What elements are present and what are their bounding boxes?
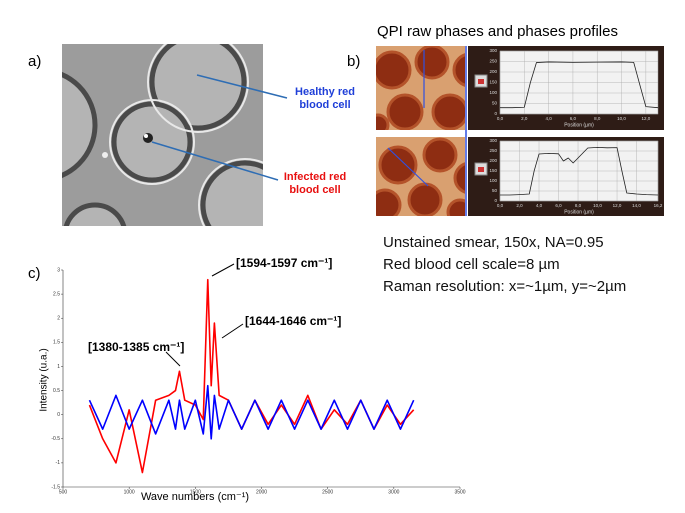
x-tick-label: 8,0 bbox=[575, 203, 582, 208]
micrograph bbox=[62, 44, 263, 226]
x-tick-label: 10,0 bbox=[617, 116, 626, 121]
y-tick-label: 1 bbox=[57, 364, 60, 370]
y-tick-label: 250 bbox=[489, 59, 497, 64]
x-tick-label: 2500 bbox=[322, 489, 333, 495]
y-tick-label: 2 bbox=[57, 316, 60, 322]
qpi-image bbox=[376, 46, 465, 130]
x-tick-label: 16,2 bbox=[654, 203, 663, 208]
series-line bbox=[500, 147, 659, 196]
x-tick-label: 6,0 bbox=[555, 203, 562, 208]
arrow bbox=[196, 74, 288, 99]
y-tick-label: 0.5 bbox=[53, 388, 60, 394]
x-axis-label: Position (µm) bbox=[564, 209, 594, 215]
arrow bbox=[211, 263, 235, 277]
note: Raman resolution: x=~1µm, y=~2µm bbox=[383, 278, 626, 295]
y-tick-label: 0 bbox=[494, 198, 497, 203]
panel-title: QPI raw phases and phases profiles bbox=[377, 23, 618, 40]
x-tick-label: 1000 bbox=[124, 489, 135, 495]
y-tick-label: 100 bbox=[489, 178, 497, 183]
x-tick-label: 10,0 bbox=[593, 203, 602, 208]
series-line bbox=[88, 278, 415, 474]
x-tick-label: 2000 bbox=[256, 489, 267, 495]
y-tick-label: 300 bbox=[489, 48, 497, 53]
series-line bbox=[88, 384, 415, 440]
x-tick-label: 3000 bbox=[388, 489, 399, 495]
x-tick-label: 14,0 bbox=[632, 203, 641, 208]
x-tick-label: 12,0 bbox=[613, 203, 622, 208]
x-tick-label: 500 bbox=[59, 489, 68, 495]
x-tick-label: 8,0 bbox=[594, 116, 601, 121]
x-tick-label: 12,0 bbox=[641, 116, 650, 121]
arrow bbox=[165, 351, 181, 367]
x-axis-label: Wave numbers (cm⁻¹) bbox=[141, 491, 249, 503]
qpi-image bbox=[376, 137, 465, 216]
x-tick-label: 4,0 bbox=[545, 116, 552, 121]
annotation: Healthy red bbox=[295, 86, 355, 98]
annotation: [1644-1646 cm⁻¹] bbox=[245, 314, 341, 328]
y-tick-label: 250 bbox=[489, 148, 497, 153]
y-tick-label: 100 bbox=[489, 90, 497, 95]
arrow bbox=[151, 141, 279, 181]
y-tick-label: 200 bbox=[489, 69, 497, 74]
y-tick-label: 200 bbox=[489, 158, 497, 163]
panel-label: b) bbox=[347, 53, 360, 70]
y-tick-label: 150 bbox=[489, 168, 497, 173]
x-tick-label: 6,0 bbox=[570, 116, 577, 121]
y-tick-label: 150 bbox=[489, 80, 497, 85]
y-tick-label: 0 bbox=[57, 412, 60, 418]
annotation: [1594-1597 cm⁻¹] bbox=[236, 256, 332, 270]
x-tick-label: 1500 bbox=[190, 489, 201, 495]
y-tick-label: 300 bbox=[489, 138, 497, 143]
y-tick-label: 1.5 bbox=[53, 340, 60, 346]
y-tick-label: -1 bbox=[56, 460, 61, 466]
x-tick-label: 2,0 bbox=[516, 203, 523, 208]
annotation: [1380-1385 cm⁻¹] bbox=[88, 340, 184, 354]
y-tick-label: -1.5 bbox=[51, 484, 60, 490]
arrow bbox=[221, 323, 244, 339]
panel-label: c) bbox=[28, 265, 41, 282]
y-tick-label: -0.5 bbox=[51, 436, 60, 442]
x-tick-label: 0,0 bbox=[497, 203, 504, 208]
x-tick-label: 2,0 bbox=[521, 116, 528, 121]
y-tick-label: 0 bbox=[494, 111, 497, 116]
series-line bbox=[500, 61, 659, 109]
panel-label: a) bbox=[28, 53, 41, 70]
note: Unstained smear, 150x, NA=0.95 bbox=[383, 234, 604, 251]
y-tick-label: 50 bbox=[492, 188, 498, 193]
y-tick-label: 50 bbox=[492, 101, 498, 106]
y-axis-label: Intensity (u.a.) bbox=[39, 348, 50, 411]
icon bbox=[478, 79, 484, 84]
y-tick-label: 2.5 bbox=[53, 291, 60, 297]
y-tick-label: 3 bbox=[57, 267, 60, 273]
x-tick-label: 0,0 bbox=[497, 116, 504, 121]
x-tick-label: 3500 bbox=[454, 489, 465, 495]
x-axis-label: Position (µm) bbox=[564, 122, 594, 128]
icon bbox=[478, 167, 484, 172]
x-tick-label: 4,0 bbox=[536, 203, 543, 208]
note: Red blood cell scale=8 µm bbox=[383, 256, 560, 273]
annotation: blood cell bbox=[299, 99, 350, 111]
annotation: Infected red bbox=[284, 171, 346, 183]
annotation: blood cell bbox=[289, 184, 340, 196]
